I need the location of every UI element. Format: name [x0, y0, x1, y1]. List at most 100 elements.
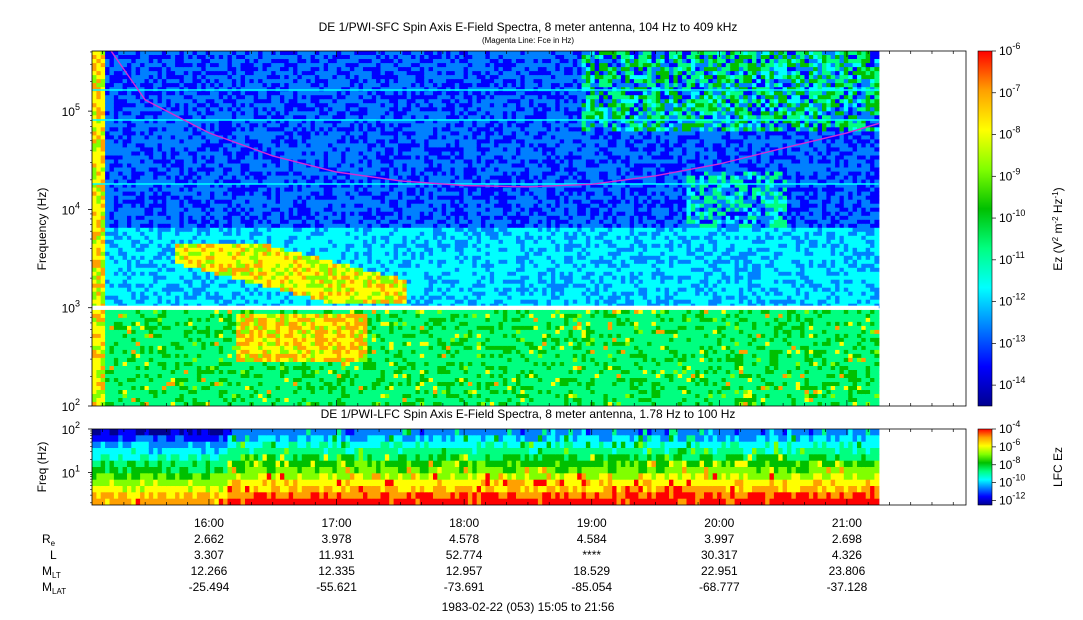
- sfc-heat-cell: [241, 172, 246, 177]
- sfc-heat-cell: [114, 103, 119, 108]
- sfc-heat-cell: [363, 127, 368, 132]
- sfc-heat-cell: [175, 196, 180, 201]
- sfc-heat-cell: [538, 176, 543, 181]
- sfc-heat-cell: [477, 156, 482, 161]
- sfc-heat-cell: [149, 123, 154, 128]
- sfc-heat-cell: [538, 131, 543, 136]
- sfc-heat-cell: [485, 127, 490, 132]
- sfc-heat-cell: [297, 99, 302, 104]
- sfc-heat-cell: [569, 83, 574, 88]
- sfc-heat-cell: [341, 107, 346, 112]
- sfc-heat-cell: [179, 67, 184, 72]
- sfc-heat-cell: [499, 51, 504, 56]
- sfc-heat-cell: [455, 63, 460, 68]
- sfc-heat-cell: [263, 75, 268, 80]
- sfc-heat-cell: [376, 143, 381, 148]
- sfc-heat-cell: [354, 79, 359, 84]
- sfc-heat-cell: [319, 160, 324, 165]
- sfc-heat-cell: [193, 196, 198, 201]
- sfc-heat-cell: [158, 51, 163, 56]
- sfc-heat-cell: [171, 168, 176, 173]
- sfc-heat-cell: [249, 95, 254, 100]
- sfc-heat-cell: [223, 79, 228, 84]
- sfc-heat-cell: [363, 160, 368, 165]
- sfc-heat-cell: [477, 224, 482, 229]
- chart-subtitle: (Magenta Line: Fce in Hz): [482, 36, 574, 45]
- sfc-heat-cell: [512, 172, 517, 177]
- sfc-heat-cell: [525, 172, 530, 177]
- sfc-heat-cell: [512, 200, 517, 205]
- sfc-heat-cell: [145, 204, 150, 209]
- sfc-heat-cell: [512, 220, 517, 225]
- sfc-heat-cell: [569, 147, 574, 152]
- sfc-heat-cell: [538, 160, 543, 165]
- sfc-heat-cell: [394, 152, 399, 157]
- sfc-heat-cell: [297, 200, 302, 205]
- sfc-heat-cell: [442, 152, 447, 157]
- sfc-heat-cell: [241, 107, 246, 112]
- sfc-heat-cell: [201, 208, 206, 213]
- sfc-heat-cell: [258, 160, 263, 165]
- sfc-heat-cell: [516, 111, 521, 116]
- sfc-heat-cell: [171, 139, 176, 144]
- sfc-heat-cell: [376, 152, 381, 157]
- sfc-heat-cell: [442, 139, 447, 144]
- sfc-heat-cell: [573, 160, 578, 165]
- sfc-heat-cell: [534, 83, 539, 88]
- sfc-heat-cell: [289, 200, 294, 205]
- sfc-heat-cell: [407, 135, 412, 140]
- sfc-heat-cell: [223, 220, 228, 225]
- sfc-heat-cell: [101, 216, 106, 221]
- sfc-heat-cell: [332, 103, 337, 108]
- sfc-heat-cell: [394, 115, 399, 120]
- sfc-heat-cell: [560, 99, 565, 104]
- sfc-heat-cell: [171, 164, 176, 169]
- sfc-heat-cell: [223, 160, 228, 165]
- sfc-heat-cell: [464, 79, 469, 84]
- sfc-heat-cell: [503, 204, 508, 209]
- sfc-heat-cell: [276, 204, 281, 209]
- sfc-heat-cell: [529, 176, 534, 181]
- sfc-heat-cell: [446, 176, 451, 181]
- sfc-heat-cell: [433, 176, 438, 181]
- sfc-heat-cell: [263, 99, 268, 104]
- sfc-heat-cell: [332, 224, 337, 229]
- sfc-heat-cell: [223, 55, 228, 60]
- sfc-heat-cell: [315, 220, 320, 225]
- sfc-heat-cell: [402, 63, 407, 68]
- sfc-heat-cell: [324, 115, 329, 120]
- sfc-heat-cell: [354, 59, 359, 64]
- sfc-heat-cell: [258, 196, 263, 201]
- sfc-heat-cell: [276, 123, 281, 128]
- sfc-heat-cell: [197, 135, 202, 140]
- sfc-heat-cell: [158, 63, 163, 68]
- sfc-heat-cell: [328, 75, 333, 80]
- sfc-heat-cell: [385, 147, 390, 152]
- sfc-heat-cell: [228, 220, 233, 225]
- sfc-heat-cell: [363, 143, 368, 148]
- sfc-heat-cell: [289, 143, 294, 148]
- sfc-heat-cell: [499, 143, 504, 148]
- sfc-heat-cell: [293, 95, 298, 100]
- sfc-heat-cell: [577, 103, 582, 108]
- sfc-heat-cell: [459, 83, 464, 88]
- sfc-heat-cell: [293, 99, 298, 104]
- sfc-heat-cell: [158, 75, 163, 80]
- sfc-heat-cell: [359, 147, 364, 152]
- sfc-heat-cell: [249, 152, 254, 157]
- sfc-heat-cell: [201, 115, 206, 120]
- sfc-heat-cell: [228, 63, 233, 68]
- sfc-heat-cell: [171, 172, 176, 177]
- sfc-heat-cell: [271, 143, 276, 148]
- sfc-heat-cell: [101, 164, 106, 169]
- sfc-heat-cell: [219, 143, 224, 148]
- sfc-heat-cell: [464, 188, 469, 193]
- sfc-heat-cell: [332, 63, 337, 68]
- sfc-heat-cell: [289, 224, 294, 229]
- sfc-heat-cell: [315, 200, 320, 205]
- sfc-heat-cell: [490, 115, 495, 120]
- sfc-heat-cell: [577, 139, 582, 144]
- sfc-heat-cell: [118, 147, 123, 152]
- sfc-heat-cell: [92, 59, 97, 64]
- sfc-heat-cell: [442, 75, 447, 80]
